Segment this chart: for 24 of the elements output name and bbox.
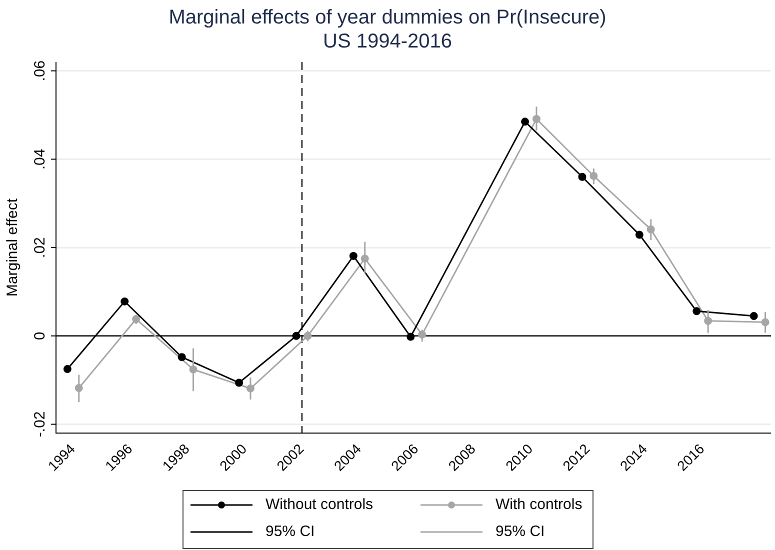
point: [292, 332, 300, 340]
legend-label: Without controls: [266, 496, 374, 514]
point: [635, 230, 644, 239]
point: [578, 172, 586, 181]
legend-label: With controls: [496, 496, 582, 514]
y-tick-label: .04: [32, 148, 49, 170]
chart-title: Marginal effects of year dummies on Pr(Insecure): [168, 6, 606, 29]
y-tick-label: .02: [32, 237, 49, 258]
y-tick-label: -.02: [32, 411, 49, 438]
point: [120, 297, 129, 306]
y-axis-title: Marginal effect: [4, 198, 22, 297]
point: [63, 365, 72, 374]
point: [406, 332, 415, 341]
point: [178, 353, 186, 362]
y-tick-label: .06: [32, 60, 49, 82]
y-tick-label: 0: [32, 332, 49, 340]
point: [235, 378, 244, 387]
point: [750, 312, 758, 320]
chart-subtitle: US 1994-2016: [323, 30, 452, 53]
text: 95% CI: [266, 523, 315, 540]
text: 95% CI: [496, 523, 545, 540]
point: [692, 307, 701, 316]
point: [521, 118, 530, 126]
point: [349, 252, 358, 260]
